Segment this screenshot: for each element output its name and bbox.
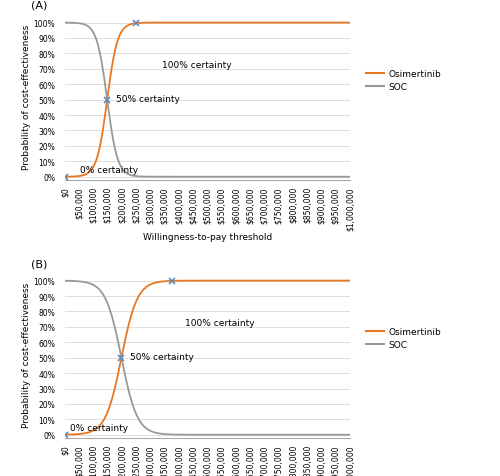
Legend: Osimertinib, SOC: Osimertinib, SOC — [366, 327, 441, 349]
Text: 100% certainty: 100% certainty — [184, 318, 254, 327]
Text: 50% certainty: 50% certainty — [130, 353, 194, 362]
Text: 50% certainty: 50% certainty — [116, 95, 180, 104]
Text: 0% certainty: 0% certainty — [80, 166, 138, 175]
Legend: Osimertinib, SOC: Osimertinib, SOC — [366, 70, 441, 91]
Y-axis label: Probability of cost-effectiveness: Probability of cost-effectiveness — [22, 25, 31, 170]
Text: (A): (A) — [31, 1, 47, 11]
Text: 100% certainty: 100% certainty — [162, 60, 232, 69]
Text: 0% certainty: 0% certainty — [70, 424, 128, 432]
Y-axis label: Probability of cost-effectiveness: Probability of cost-effectiveness — [22, 282, 31, 427]
X-axis label: Willingness-to-pay threshold: Willingness-to-pay threshold — [143, 233, 272, 242]
Text: (B): (B) — [31, 258, 47, 268]
